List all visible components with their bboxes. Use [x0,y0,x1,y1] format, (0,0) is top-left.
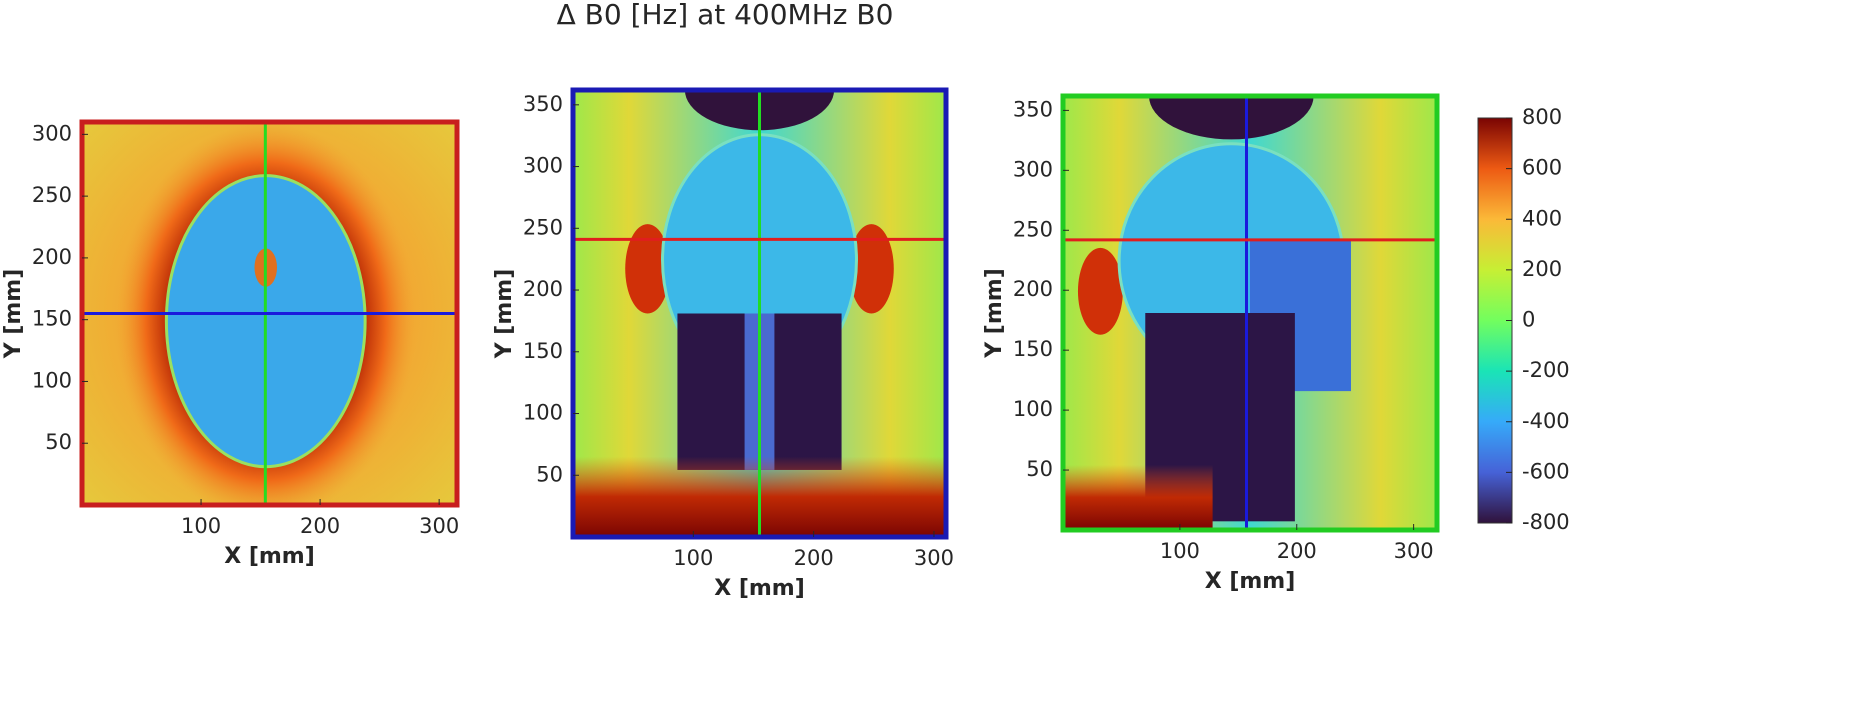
figure-title: Δ B0 [Hz] at 400MHz B0 [557,0,894,31]
y-tick-label: 200 [1013,277,1053,301]
colorbar-tick-label: 800 [1522,105,1562,129]
y-tick-label: 300 [1013,157,1053,181]
top-dark [1149,96,1314,140]
x-tick-label: 200 [300,514,340,538]
colorbar-tick-label: -600 [1522,459,1570,483]
halo-left [1077,247,1123,335]
colorbar-tick-label: 400 [1522,206,1562,230]
x-tick-label: 200 [794,546,834,570]
y-axis-label: Y [mm] [982,268,1007,359]
heatmap-image [82,122,457,505]
heatmap-image [1063,96,1437,530]
y-tick-label: 100 [523,401,563,425]
y-tick-label: 250 [523,215,563,239]
colorbar-tick-label: -400 [1522,409,1570,433]
y-tick-label: 350 [523,92,563,116]
x-tick-label: 300 [1394,539,1434,563]
x-tick-label: 100 [673,546,713,570]
bottom-field [1063,464,1213,530]
y-tick-label: 250 [32,183,72,207]
halo-right [849,224,894,314]
panel-frame [570,87,949,540]
x-tick-label: 200 [1277,539,1317,563]
x-axis-label: X [mm] [1205,569,1296,594]
x-tick-label: 300 [419,514,459,538]
colorbar-tick-label: 200 [1522,257,1562,281]
panel-frame [1060,93,1440,533]
y-tick-label: 200 [523,277,563,301]
y-tick-label: 300 [523,154,563,178]
y-tick-label: 50 [536,462,563,486]
y-axis-label: Y [mm] [492,269,517,360]
colorbar-tick-label: -200 [1522,358,1570,382]
panel-frame [79,119,460,508]
y-tick-label: 150 [523,339,563,363]
y-axis-label: Y [mm] [1,269,26,360]
y-tick-label: 50 [1026,457,1053,481]
x-axis-label: X [mm] [224,544,315,569]
halo-left [625,224,670,314]
x-tick-label: 300 [914,546,954,570]
y-tick-label: 350 [1013,97,1053,121]
y-tick-label: 100 [1013,397,1053,421]
y-tick-label: 300 [32,121,72,145]
y-tick-label: 250 [1013,217,1053,241]
y-tick-label: 100 [32,368,72,392]
y-tick-label: 50 [45,430,72,454]
x-tick-label: 100 [181,514,221,538]
y-tick-label: 200 [32,245,72,269]
x-tick-label: 100 [1160,539,1200,563]
colorbar-tick-label: 600 [1522,156,1562,180]
x-axis-label: X [mm] [714,576,805,601]
y-tick-label: 150 [32,307,72,331]
y-tick-label: 150 [1013,337,1053,361]
colorbar-tick-label: -800 [1522,510,1570,534]
colorbar-tick-label: 0 [1522,308,1535,332]
